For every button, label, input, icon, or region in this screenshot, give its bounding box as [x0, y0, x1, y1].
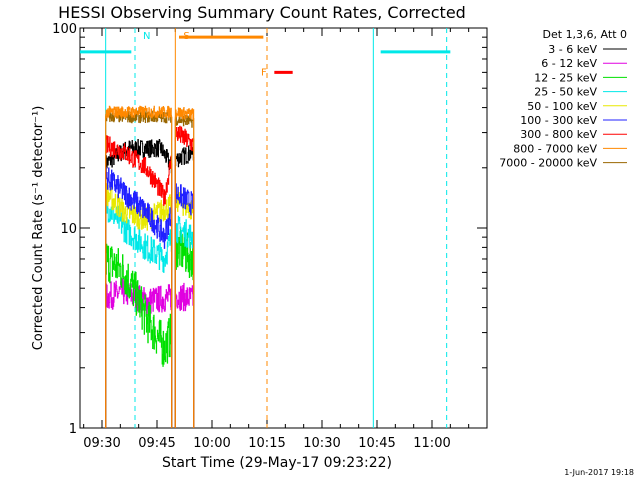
annotation-f: F — [261, 67, 267, 78]
series-line — [105, 135, 173, 428]
series-line — [174, 143, 195, 428]
x-tick-label: 10:30 — [303, 436, 340, 451]
series-line — [105, 182, 173, 428]
legend-title: Det 1,3,6, Att 0 — [543, 28, 627, 41]
y-tick-label: 1 — [69, 422, 77, 437]
legend-entry: 7000 - 20000 keV — [499, 157, 597, 170]
legend-entry: 3 - 6 keV — [548, 43, 597, 56]
x-tick-label: 10:00 — [193, 436, 230, 451]
annotation-n: N — [143, 31, 150, 42]
y-axis-label: Corrected Count Rate (s⁻¹ detector⁻¹) — [31, 106, 46, 351]
x-tick-label: 10:15 — [248, 436, 285, 451]
series-line — [105, 242, 173, 428]
series-line — [174, 282, 195, 428]
plot-area: 1 10 100 09:30 09:45 10:00 10:15 10:30 10:45 11:0… — [52, 22, 488, 451]
plot-frame — [79, 27, 488, 429]
series-line — [174, 125, 195, 428]
legend-entry: 50 - 100 keV — [527, 100, 597, 113]
chart-title: HESSI Observing Summary Count Rates, Cor… — [58, 3, 466, 22]
x-tick-label: 11:00 — [413, 436, 450, 451]
timestamp: 1-Jun-2017 19:18 — [564, 468, 634, 477]
x-axis-label: Start Time (29-May-17 09:23:22) — [162, 455, 392, 471]
legend-entry: 12 - 25 keV — [534, 71, 597, 84]
series-line — [105, 193, 173, 428]
y-tick-label: 10 — [60, 222, 77, 237]
legend-entry: 800 - 7000 keV — [513, 142, 597, 155]
series-line — [174, 228, 195, 428]
x-tick-label: 10:45 — [358, 436, 395, 451]
legend-entry: 100 - 300 keV — [520, 114, 597, 127]
legend-entry: 300 - 800 keV — [520, 128, 597, 141]
x-tick-label: 09:30 — [83, 436, 120, 451]
series-line — [174, 107, 195, 428]
legend-entry: 25 - 50 keV — [534, 86, 597, 99]
series-line — [105, 166, 173, 428]
y-tick-label: 100 — [52, 22, 77, 37]
series-line — [174, 183, 195, 428]
legend-entry: 6 - 12 keV — [541, 57, 597, 70]
annotation-s: S — [183, 31, 189, 42]
series-line — [174, 215, 195, 428]
series-line — [105, 105, 173, 428]
x-tick-label: 09:45 — [138, 436, 175, 451]
